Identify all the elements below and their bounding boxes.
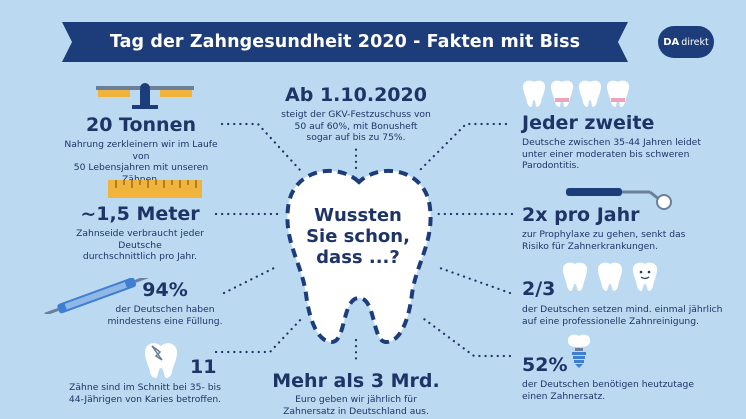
fact-left-2: ~1,5 Meter Zahnseide verbraucht jeder De…	[56, 203, 224, 263]
fact-headline: Jeder zweite	[522, 112, 655, 134]
fact-headline: Ab 1.10.2020	[285, 84, 427, 106]
fact-text: Nahrung zerkleinern wir im Laufe von	[64, 139, 218, 162]
fact-headline: 52%	[522, 354, 568, 376]
logo-primary: DA	[663, 36, 680, 48]
fact-text: der Deutschen setzen mind. einmal jährli…	[522, 304, 723, 315]
fact-text: 44-Jährigen von Karies betroffen.	[68, 393, 222, 405]
fact-text: sogar auf bis zu 75%.	[306, 132, 406, 144]
logo-secondary: direkt	[681, 36, 709, 48]
central-tooth-icon	[285, 168, 433, 345]
fact-text: der Deutschen haben	[115, 304, 215, 315]
happy-teeth-icon	[562, 262, 658, 291]
fact-text: 50 Lebensjahren mit unseren Zähnen.	[73, 162, 209, 185]
fact-right-4: 52% der Deutschen benötigen heutzutage e…	[522, 354, 736, 402]
fact-headline: 2x pro Jahr	[522, 204, 640, 226]
fact-text: Deutsche zwischen 35-44 Jahren leidet	[522, 137, 701, 148]
fact-text: steigt der GKV-Festzuschuss von	[281, 109, 431, 120]
scale-icon	[96, 83, 194, 109]
teeth-row-icon	[522, 80, 630, 107]
dental-mirror-icon	[566, 188, 672, 210]
fact-text: Zahnersatz in Deutschland aus.	[283, 405, 429, 417]
fact-text: Euro geben wir jährlich für	[295, 394, 417, 405]
fact-headline: 20 Tonnen	[85, 114, 196, 136]
center-question: Wussten Sie schon, dass ...?	[290, 205, 426, 268]
fact-headline: 11	[190, 356, 217, 378]
fact-left-4: Zähne sind im Schnitt bei 35- bis 44-Jäh…	[54, 382, 236, 405]
fact-text: einen Zahnersatz.	[522, 390, 606, 402]
page-title: Tag der Zahngesundheit 2020 - Fakten mit…	[76, 22, 614, 62]
dental-tool-icon	[44, 278, 149, 314]
fact-bottom-center: Mehr als 3 Mrd. Euro geben wir jährlich …	[256, 370, 456, 417]
fact-right-2: 2x pro Jahr zur Prophylaxe zu gehen, sen…	[522, 204, 736, 252]
dental-implant-icon	[567, 334, 591, 368]
fact-top-center: Ab 1.10.2020 steigt der GKV-Festzuschuss…	[266, 84, 446, 144]
fact-text: Parodontitis.	[522, 160, 580, 172]
fact-text: auf eine professionelle Zahnreinigung.	[522, 315, 699, 327]
ruler-icon	[108, 180, 202, 198]
fact-text: mindestens eine Füllung.	[107, 315, 223, 327]
fact-left-3: 94% der Deutschen haben mindestens eine …	[90, 279, 240, 327]
fact-text: 50 auf 60%, mit Bonusheft	[294, 120, 418, 132]
fact-headline: Mehr als 3 Mrd.	[272, 370, 440, 392]
center-line-3: dass ...?	[316, 247, 400, 268]
header-banner: Tag der Zahngesundheit 2020 - Fakten mit…	[62, 22, 628, 62]
fact-headline: 2/3	[522, 278, 556, 300]
fact-text: der Deutschen benötigen heutzutage	[522, 379, 694, 390]
fact-text: durchschnittlich pro Jahr.	[82, 251, 198, 263]
fact-left-1: 20 Tonnen Nahrung zerkleinern wir im Lau…	[56, 114, 226, 185]
fact-left-4-headline: 11	[190, 356, 216, 378]
fact-text: Zähne sind im Schnitt bei 35- bis	[69, 382, 221, 393]
fact-text: zur Prophylaxe zu gehen, senkt das	[522, 229, 686, 240]
fact-right-3: 2/3 der Deutschen setzen mind. einmal jä…	[522, 278, 742, 327]
fact-text: Zahnseide verbraucht jeder Deutsche	[76, 228, 204, 251]
fact-right-1: Jeder zweite Deutsche zwischen 35-44 Jah…	[522, 112, 736, 172]
center-line-1: Wussten	[314, 205, 402, 226]
fact-headline: 94%	[142, 279, 188, 301]
center-line-2: Sie schon,	[306, 226, 410, 247]
broken-tooth-icon	[144, 343, 178, 378]
brand-logo[interactable]: DA direkt	[658, 26, 714, 58]
fact-headline: ~1,5 Meter	[80, 203, 200, 225]
fact-text: Risiko für Zahnerkrankungen.	[522, 240, 659, 252]
fact-text: unter einer moderaten bis schweren	[522, 148, 690, 160]
